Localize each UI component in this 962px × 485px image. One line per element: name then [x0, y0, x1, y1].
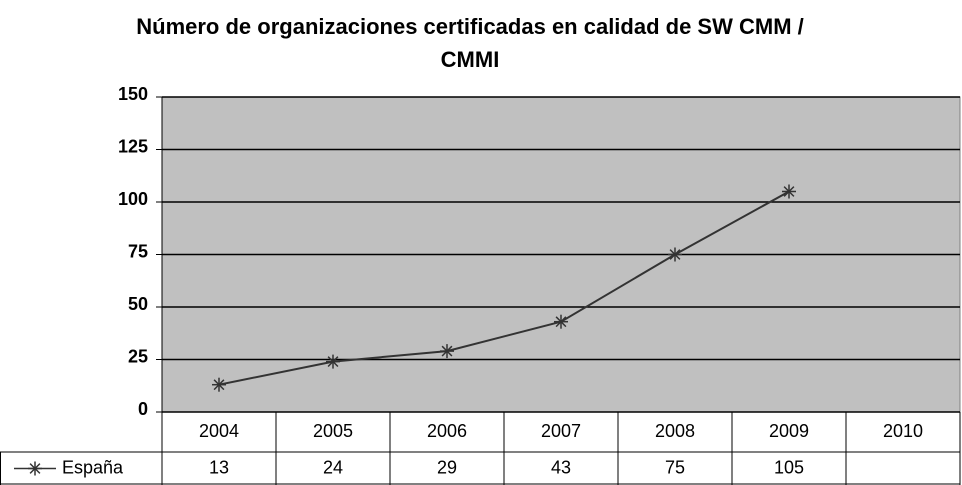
marker [554, 314, 568, 329]
marker [212, 377, 226, 392]
y-tick-label: 50 [128, 294, 148, 314]
marker [782, 184, 796, 199]
table-value: 29 [437, 457, 457, 477]
x-tick-label: 2006 [427, 421, 467, 441]
y-tick-label: 150 [118, 84, 148, 104]
series-line [218, 190, 790, 386]
marker [326, 354, 340, 369]
table-value: 13 [209, 457, 229, 477]
x-tick-label: 2009 [769, 421, 809, 441]
table-value: 24 [323, 457, 343, 477]
y-tick-label: 125 [118, 136, 148, 156]
legend-marker [28, 461, 42, 476]
table-value: 43 [551, 457, 571, 477]
legend-label: España [62, 457, 124, 477]
table-value: 105 [774, 457, 804, 477]
y-tick-label: 75 [128, 241, 148, 261]
x-tick-label: 2008 [655, 421, 695, 441]
marker [668, 247, 682, 262]
marker [440, 344, 454, 359]
x-tick-label: 2004 [199, 421, 239, 441]
y-tick-label: 0 [138, 399, 148, 419]
table-value: 75 [665, 457, 685, 477]
x-tick-label: 2005 [313, 421, 353, 441]
y-tick-label: 100 [118, 189, 148, 209]
y-tick-label: 25 [128, 346, 148, 366]
x-tick-label: 2010 [883, 421, 923, 441]
x-tick-label: 2007 [541, 421, 581, 441]
chart-title: Número de organizaciones certificadas en… [136, 14, 804, 72]
